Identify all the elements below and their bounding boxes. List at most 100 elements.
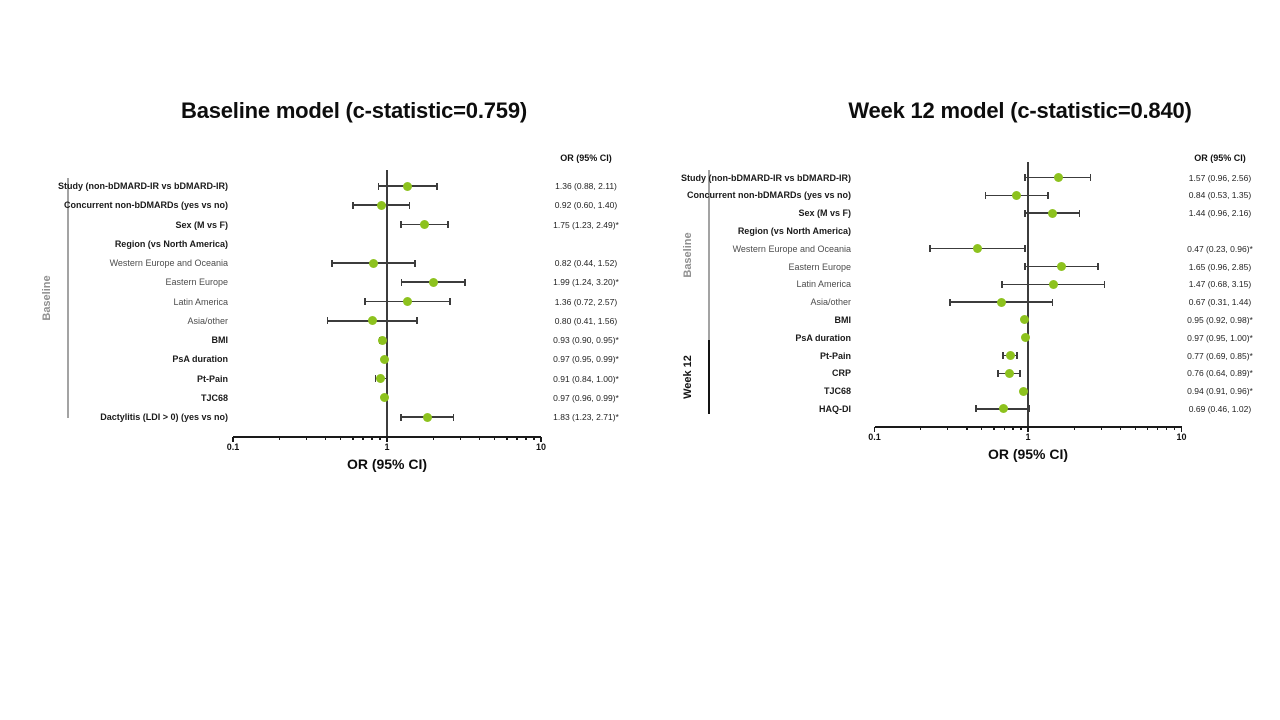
x-minor-tick: [506, 437, 508, 440]
point-estimate-marker: [1053, 173, 1063, 182]
row-label: HAQ-DI: [819, 403, 851, 414]
x-minor-tick: [493, 437, 496, 440]
ci-cap-low: [352, 201, 354, 209]
ci-cap-low: [364, 298, 366, 305]
ci-cap-low: [1024, 263, 1027, 270]
point-estimate-marker: [1020, 315, 1030, 325]
ci-cap-high: [1089, 174, 1092, 181]
estimate-label: 0.47 (0.23, 0.96)*: [1187, 243, 1253, 254]
estimate-label: 1.44 (0.96, 2.16): [1188, 208, 1252, 219]
point-estimate-marker: [377, 335, 387, 345]
row-label: Pt-Pain: [196, 373, 228, 384]
ci-cap-high: [449, 298, 451, 305]
row-label: Latin America: [796, 279, 851, 290]
x-major-tick: [1027, 427, 1029, 432]
row-label: Latin America: [173, 296, 228, 307]
estimate-label: 0.84 (0.53, 1.35): [1188, 190, 1252, 201]
point-estimate-marker: [1049, 279, 1059, 289]
section-line-baseline: [67, 178, 69, 418]
x-minor-tick: [479, 437, 481, 440]
row-label: Region (vs North America): [114, 238, 228, 249]
row-label: Concurrent non-bDMARDs (yes vs no): [63, 200, 228, 211]
x-minor-tick: [379, 437, 381, 440]
estimate-label: 1.47 (0.68, 3.15): [1188, 279, 1252, 290]
x-minor-tick: [278, 437, 281, 440]
x-minor-tick: [1165, 427, 1168, 430]
row-label: Sex (M vs F): [798, 208, 851, 219]
estimate-label: 1.99 (1.24, 3.20)*: [553, 277, 619, 288]
x-minor-tick: [325, 437, 327, 440]
estimate-label: 0.77 (0.69, 0.85)*: [1187, 350, 1253, 361]
section-line-week-12: [708, 340, 710, 414]
x-tick-label: 0.1: [226, 442, 240, 452]
estimate-label: 0.69 (0.46, 1.02): [1188, 403, 1252, 414]
week12-model-title: Week 12 model (c-statistic=0.840): [848, 98, 1192, 123]
x-minor-tick: [371, 437, 373, 440]
ci-cap-low: [400, 413, 402, 421]
x-minor-tick: [1146, 427, 1149, 430]
point-estimate-marker: [1021, 333, 1031, 343]
x-minor-tick: [1119, 427, 1122, 430]
row-label: BMI: [211, 335, 229, 345]
point-estimate-marker: [996, 297, 1006, 307]
ci-cap-low: [1024, 209, 1027, 217]
ci-cap-low: [997, 369, 1000, 377]
estimate-label: 0.94 (0.91, 0.96)*: [1187, 386, 1253, 397]
row-label: Sex (M vs F): [175, 219, 228, 230]
estimate-label: 0.91 (0.84, 1.00)*: [553, 373, 619, 384]
point-estimate-marker: [422, 412, 432, 422]
x-minor-tick: [525, 437, 527, 440]
ci-cap-low: [400, 221, 402, 228]
ci-cap-high: [1047, 191, 1049, 199]
row-label: BMI: [834, 314, 852, 325]
x-tick-label: 0.1: [868, 432, 881, 442]
ci-cap-low: [949, 298, 951, 306]
estimate-label: 0.97 (0.96, 0.99)*: [553, 392, 619, 403]
row-label: TJC68: [200, 392, 228, 403]
x-major-tick: [386, 437, 388, 442]
x-minor-tick: [1134, 427, 1136, 430]
x-minor-tick: [352, 437, 354, 440]
estimate-label: 0.93 (0.90, 0.95)*: [553, 335, 619, 345]
point-estimate-marker: [376, 374, 386, 383]
row-label: Eastern Europe: [165, 277, 228, 288]
x-axis-title: OR (95% CI): [987, 446, 1069, 462]
x-minor-tick: [1012, 427, 1014, 430]
ci-cap-high: [408, 201, 411, 209]
estimate-label: 0.82 (0.44, 1.52): [554, 258, 618, 268]
x-minor-tick: [920, 427, 922, 430]
ci-cap-high: [452, 413, 455, 421]
ci-cap-high: [1016, 352, 1018, 359]
ci-cap-high: [1024, 245, 1027, 253]
estimate-label: 1.65 (0.96, 2.85): [1188, 261, 1252, 272]
point-estimate-marker: [998, 404, 1008, 414]
ci-cap-low: [400, 278, 403, 286]
row-label: TJC68: [823, 386, 851, 397]
x-tick-label: 1: [384, 442, 390, 452]
x-axis-line: [233, 436, 541, 438]
x-major-tick: [232, 437, 234, 442]
point-estimate-marker: [1047, 208, 1057, 218]
ci-cap-high: [1078, 209, 1081, 217]
ci-cap-high: [1097, 263, 1099, 270]
point-estimate-marker: [380, 393, 390, 403]
estimate-label: 1.57 (0.96, 2.56): [1188, 172, 1252, 183]
x-minor-tick: [459, 437, 462, 440]
estimate-label: 0.97 (0.95, 0.99)*: [553, 354, 619, 365]
point-estimate-marker: [419, 220, 429, 229]
x-major-tick: [1180, 427, 1183, 432]
ci-cap-high: [1019, 369, 1022, 377]
ci-cap-high: [414, 259, 416, 267]
point-estimate-marker: [1006, 351, 1016, 360]
x-minor-tick: [1100, 427, 1102, 430]
point-estimate-marker: [1011, 190, 1021, 200]
ci-cap-high: [447, 221, 449, 228]
x-tick-label: 10: [1176, 432, 1187, 442]
x-major-tick: [873, 427, 876, 432]
estimate-label: 1.83 (1.23, 2.71)*: [553, 412, 619, 422]
point-estimate-marker: [369, 258, 379, 268]
x-minor-tick: [1173, 427, 1176, 430]
ci-cap-low: [374, 375, 377, 382]
x-tick-label: 10: [535, 442, 546, 452]
estimate-label: 0.95 (0.92, 0.98)*: [1187, 314, 1253, 325]
